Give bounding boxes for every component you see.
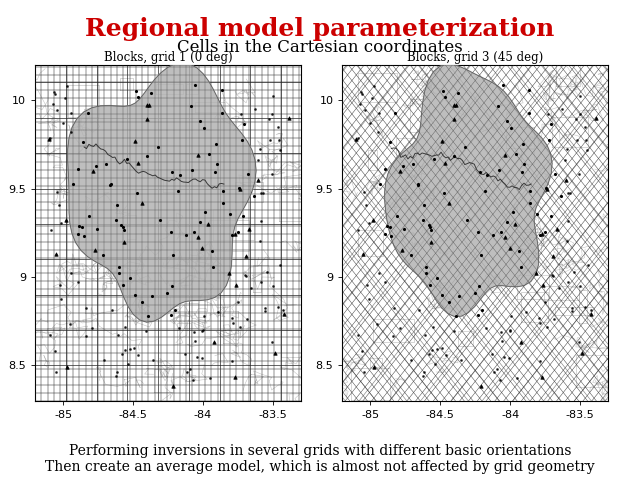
- Polygon shape: [68, 63, 256, 322]
- Title: Blocks, grid 3 (45 deg): Blocks, grid 3 (45 deg): [407, 50, 543, 64]
- Text: Regional model parameterization: Regional model parameterization: [85, 17, 555, 41]
- Title: Blocks, grid 1 (0 deg): Blocks, grid 1 (0 deg): [104, 50, 232, 64]
- Text: Performing inversions in several grids with different basic orientations: Performing inversions in several grids w…: [68, 444, 572, 458]
- Polygon shape: [385, 64, 552, 316]
- Text: Then create an average model, which is almost not affected by grid geometry: Then create an average model, which is a…: [45, 460, 595, 474]
- Text: Cells in the Cartesian coordinates: Cells in the Cartesian coordinates: [177, 39, 463, 56]
